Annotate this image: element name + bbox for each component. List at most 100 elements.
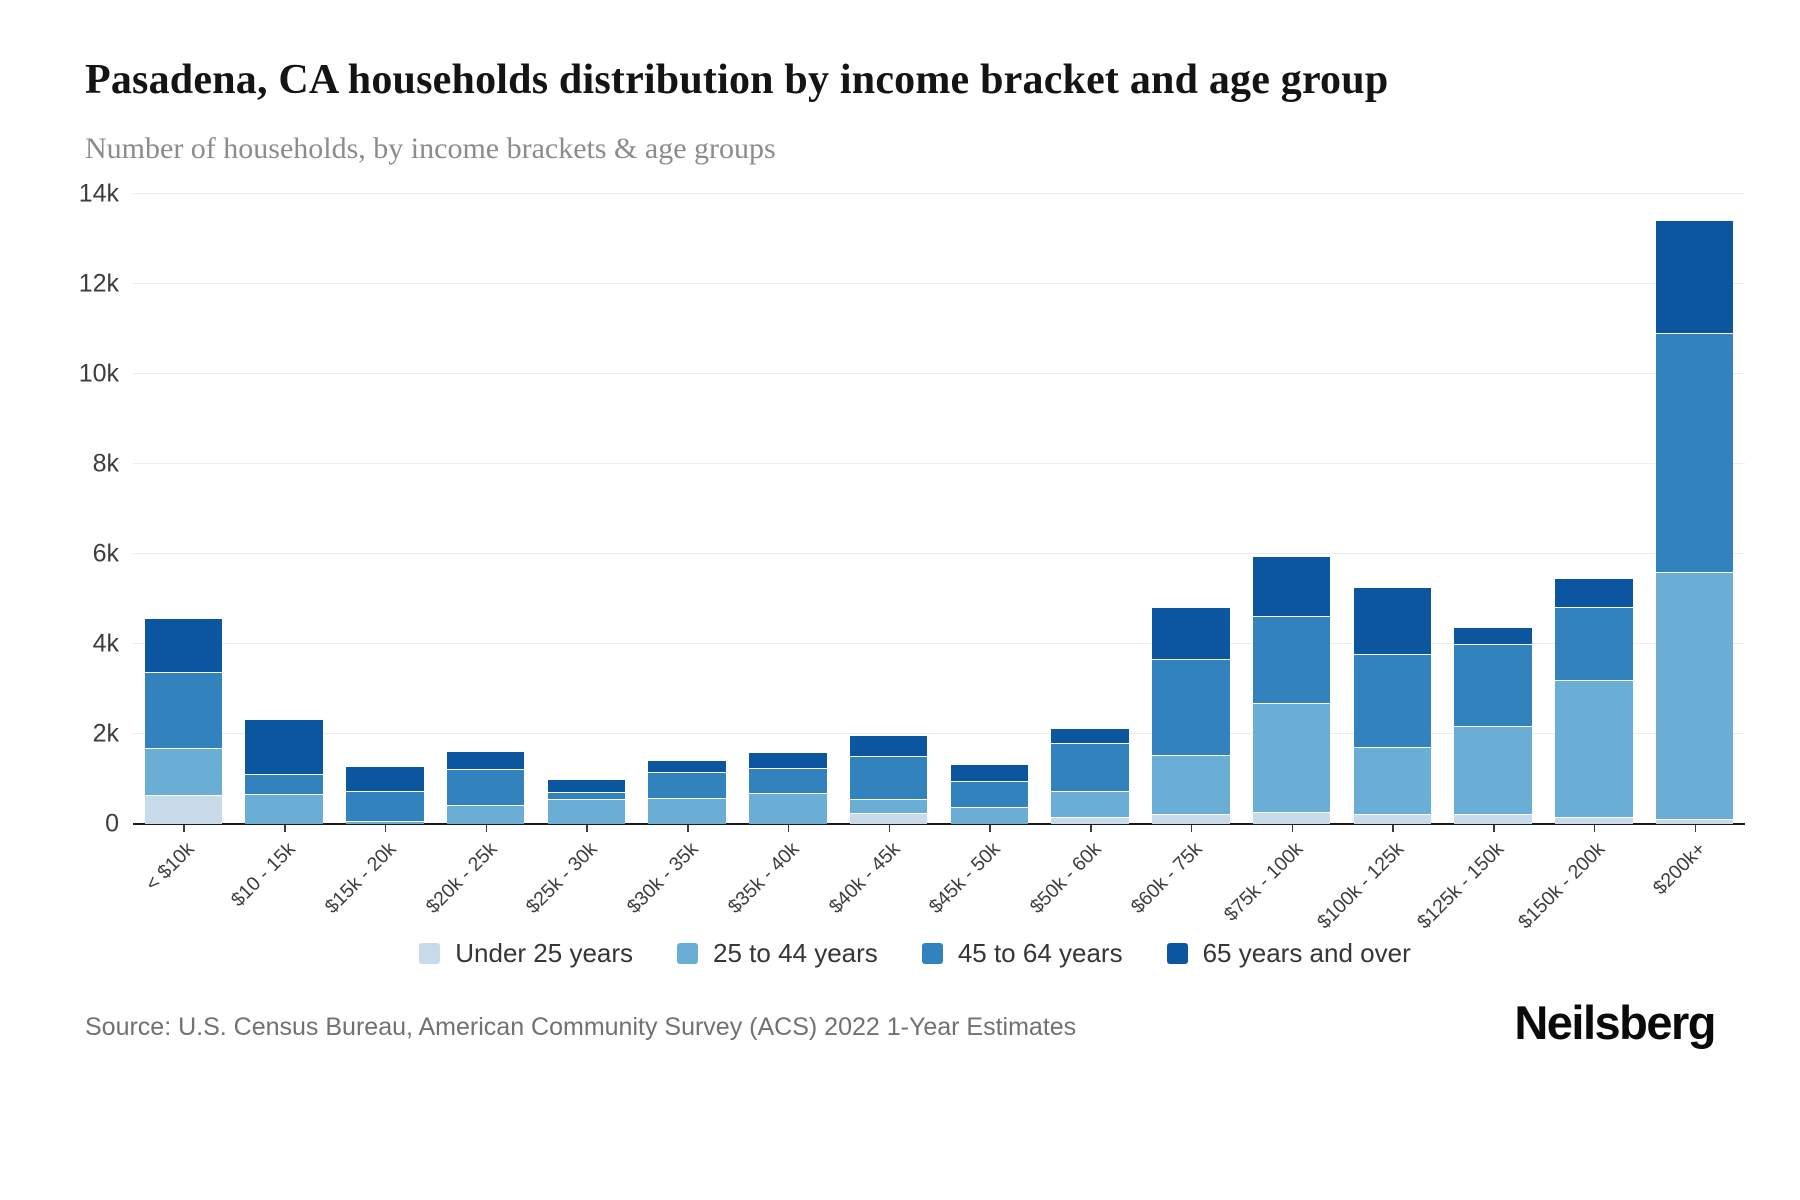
x-axis-tick xyxy=(586,824,588,832)
bar-segment xyxy=(1655,819,1734,824)
y-axis-tick-label: 2k xyxy=(92,719,119,748)
x-axis-tick xyxy=(1493,824,1495,832)
bar-segment xyxy=(1152,755,1230,815)
bar-segment xyxy=(648,771,726,798)
footer: Source: U.S. Census Bureau, American Com… xyxy=(85,995,1745,1050)
x-axis-tick xyxy=(1190,824,1193,832)
legend-item: 45 to 64 years xyxy=(921,937,1123,969)
bar-segment xyxy=(648,797,726,824)
bar-segment xyxy=(1252,702,1331,813)
bar-segment xyxy=(144,794,223,824)
legend-label: 45 to 64 years xyxy=(957,937,1123,968)
bar-segment xyxy=(547,792,626,800)
x-axis-line xyxy=(133,822,1745,825)
legend-swatch xyxy=(1166,942,1188,964)
x-axis-label: $100k - 125k xyxy=(1312,837,1408,934)
bar-column: $50k - 60k xyxy=(1026,194,1141,918)
bar-segment xyxy=(1454,726,1532,815)
x-axis-label: $45k - 50k xyxy=(924,837,1005,918)
bar-segment xyxy=(1555,579,1633,608)
bar-column: $75k - 100k xyxy=(1220,194,1342,926)
gridline-12k xyxy=(133,282,1745,284)
bar-segment xyxy=(1252,812,1331,824)
x-axis-label: $25k - 30k xyxy=(521,837,602,918)
bar-segment xyxy=(547,799,626,824)
legend-swatch xyxy=(419,942,441,964)
legend-label: 25 to 44 years xyxy=(713,937,878,968)
x-axis-label: $125k - 150k xyxy=(1413,837,1509,934)
bar-column: $25k - 30k xyxy=(522,194,637,918)
bar-segment xyxy=(950,807,1029,824)
stacked-bar xyxy=(1353,587,1432,824)
bar-segment xyxy=(749,767,827,793)
bar-segment xyxy=(950,781,1029,808)
bars-container: < $10k $10 - 15k $15k - 20k $20k - 25k $25k … xyxy=(133,194,1745,933)
stacked-bar xyxy=(346,767,424,824)
bar-segment xyxy=(1252,556,1331,616)
stacked-bar xyxy=(1454,627,1532,824)
bar-segment xyxy=(1454,627,1532,644)
y-axis-tick-label: 6k xyxy=(92,539,119,568)
bar-segment xyxy=(849,812,928,824)
bar-segment xyxy=(950,765,1029,782)
x-axis-label: < $10k xyxy=(141,837,199,896)
page-title: Pasadena, CA households distribution by … xyxy=(85,57,1389,103)
bar-segment xyxy=(446,804,525,824)
bar-segment xyxy=(1555,607,1633,680)
bar-segment xyxy=(245,774,323,795)
bar-segment xyxy=(1051,742,1129,792)
bar-segment xyxy=(346,767,424,791)
bar-segment xyxy=(547,779,626,793)
bar-segment xyxy=(1051,817,1129,824)
legend-item: Under 25 years xyxy=(419,938,633,969)
bar-segment xyxy=(849,755,928,799)
legend-item: 25 to 44 years xyxy=(677,938,878,969)
bar-segment xyxy=(1655,220,1734,334)
x-axis-tick xyxy=(384,824,387,832)
stacked-bar xyxy=(547,779,626,824)
bar-segment xyxy=(648,760,726,772)
bar-column: $40k - 45k xyxy=(824,194,939,918)
y-axis-tick-label: 14k xyxy=(78,179,119,208)
neilsberg-logo: Neilsberg xyxy=(1514,995,1716,1049)
x-axis-label: $75k - 100k xyxy=(1219,837,1308,926)
bar-segment xyxy=(1152,607,1230,660)
x-axis-tick xyxy=(1090,824,1092,832)
x-axis-tick xyxy=(687,824,689,832)
y-axis-tick-label: 12k xyxy=(78,269,119,298)
bar-segment xyxy=(849,798,928,813)
bar-segment xyxy=(144,671,223,749)
legend-swatch xyxy=(921,942,943,964)
stacked-bar xyxy=(1555,579,1633,824)
bar-column: $150k - 200k xyxy=(1514,194,1645,933)
bar-segment xyxy=(1252,615,1331,703)
bar-column: $45k - 50k xyxy=(925,194,1040,918)
stacked-bar xyxy=(849,736,928,824)
bar-segment xyxy=(1655,571,1734,820)
bar-segment xyxy=(1051,729,1129,743)
legend-item: 65 years and over xyxy=(1166,938,1411,969)
bar-segment xyxy=(1353,654,1432,747)
bar-segment xyxy=(1152,814,1230,824)
y-axis-tick-label: 0 xyxy=(105,809,119,838)
y-axis-tick-label: 8k xyxy=(92,449,119,478)
x-axis-tick xyxy=(888,824,891,832)
bar-segment xyxy=(1051,791,1129,818)
bar-segment xyxy=(144,748,223,795)
bar-segment xyxy=(1555,679,1633,818)
stacked-bar xyxy=(245,720,323,824)
bar-segment xyxy=(1454,643,1532,727)
page-subtitle: Number of households, by income brackets… xyxy=(85,131,776,165)
source-attribution: Source: U.S. Census Bureau, American Com… xyxy=(85,1012,1077,1041)
stacked-bar xyxy=(446,751,525,824)
bar-column: $10 - 15k xyxy=(227,194,335,911)
gridline-8k xyxy=(133,462,1745,464)
x-axis-label: $35k - 40k xyxy=(723,837,804,918)
bar-segment xyxy=(1454,814,1532,824)
bar-segment xyxy=(245,794,323,824)
bar-segment xyxy=(346,790,424,822)
x-axis-tick xyxy=(787,824,790,832)
stacked-bar xyxy=(749,753,827,824)
bar-column: < $10k xyxy=(133,194,234,895)
